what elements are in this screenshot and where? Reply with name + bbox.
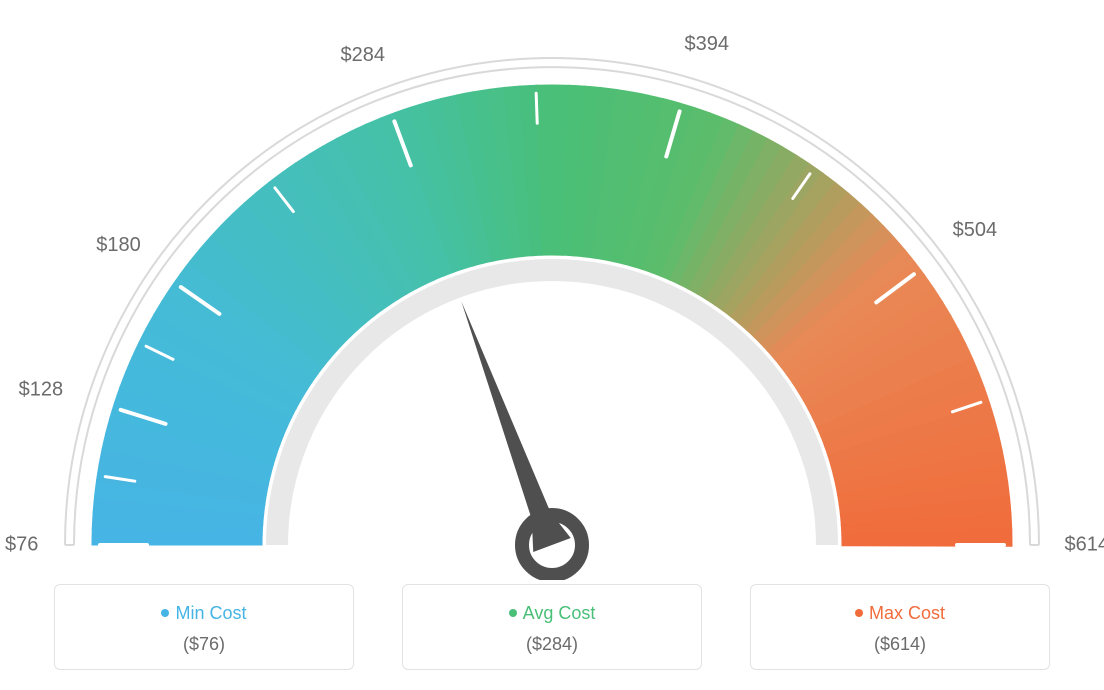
legend-card-max: Max Cost ($614) bbox=[750, 584, 1050, 670]
legend-dot-min bbox=[161, 609, 169, 617]
legend-value-min: ($76) bbox=[55, 634, 353, 655]
gauge-tick-label: $284 bbox=[341, 44, 386, 67]
gauge-tick-label: $128 bbox=[19, 379, 64, 402]
cost-gauge-widget: $76 $128 $180 $284 $394 $504 $614 Min Cost ($7… bbox=[0, 0, 1104, 690]
gauge-svg bbox=[0, 0, 1104, 580]
gauge-tick-label: $394 bbox=[685, 33, 730, 56]
legend-title-avg: Avg Cost bbox=[403, 603, 701, 624]
legend-value-max: ($614) bbox=[751, 634, 1049, 655]
legend-dot-avg bbox=[509, 609, 517, 617]
legend-row: Min Cost ($76) Avg Cost ($284) Max Cost … bbox=[0, 584, 1104, 670]
gauge-chart: $76 $128 $180 $284 $394 $504 $614 bbox=[0, 0, 1104, 580]
legend-card-min: Min Cost ($76) bbox=[54, 584, 354, 670]
legend-title-max: Max Cost bbox=[751, 603, 1049, 624]
legend-dot-max bbox=[855, 609, 863, 617]
gauge-tick-label: $504 bbox=[953, 219, 998, 242]
legend-title-min: Min Cost bbox=[55, 603, 353, 624]
gauge-tick-label: $76 bbox=[5, 534, 38, 557]
legend-card-avg: Avg Cost ($284) bbox=[402, 584, 702, 670]
legend-label-avg: Avg Cost bbox=[523, 603, 596, 623]
legend-label-max: Max Cost bbox=[869, 603, 945, 623]
gauge-tick-label: $180 bbox=[96, 234, 141, 257]
legend-label-min: Min Cost bbox=[175, 603, 246, 623]
gauge-tick-label: $614 bbox=[1065, 534, 1104, 557]
legend-value-avg: ($284) bbox=[403, 634, 701, 655]
